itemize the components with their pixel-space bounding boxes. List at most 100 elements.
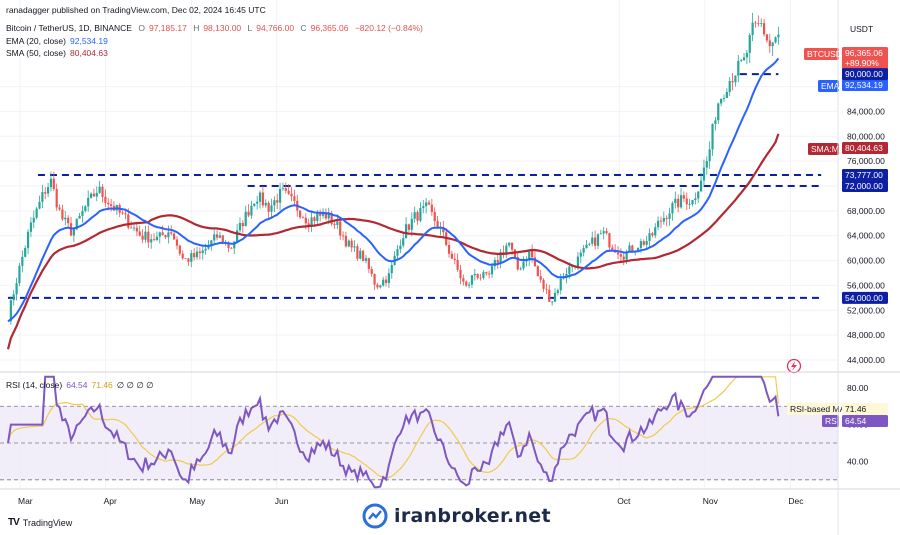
- candle: [467, 281, 471, 289]
- candle: [353, 240, 356, 252]
- candle: [215, 230, 219, 241]
- ema-value-tag-text: 92,534.19: [845, 80, 883, 90]
- sma-value-tag: 80,404.63: [842, 142, 888, 154]
- candle: [777, 26, 780, 45]
- candle: [49, 171, 53, 192]
- candle: [616, 246, 620, 260]
- candle: [190, 249, 193, 268]
- candle: [341, 231, 345, 241]
- time-tick-label: Jun: [275, 496, 289, 506]
- candle: [344, 231, 348, 248]
- price-tick-label: 52,000.00: [847, 305, 885, 315]
- time-axis[interactable]: Mar Apr May Jun Oct Nov Dec: [18, 496, 804, 506]
- candle: [754, 20, 757, 28]
- candle: [407, 223, 411, 233]
- candle: [198, 247, 201, 260]
- candle: [551, 301, 554, 306]
- ema-name-tag-text: EMA: [821, 81, 840, 91]
- rsi-line: [7, 375, 780, 489]
- sma-name-tag-text: SMA:MA: [811, 144, 845, 154]
- candle: [319, 209, 322, 222]
- ohlc-change: −820.12 (−0.84%): [354, 23, 423, 33]
- candle: [519, 266, 522, 271]
- rsi-value-tag: 64.54: [842, 415, 888, 427]
- candle: [195, 246, 199, 260]
- candle: [734, 75, 737, 87]
- tradingview-logo[interactable]: TV TradingView: [8, 517, 72, 528]
- candle: [648, 228, 651, 248]
- candle: [26, 229, 30, 255]
- support-resistance-levels: [8, 73, 822, 299]
- candle: [542, 278, 545, 293]
- candle: [762, 18, 766, 37]
- candle: [41, 184, 44, 209]
- candle: [622, 251, 625, 266]
- candle: [290, 187, 293, 202]
- candle: [158, 231, 161, 244]
- candle: [241, 220, 244, 233]
- ohlc-l-label: L: [247, 23, 253, 33]
- candle: [436, 216, 439, 229]
- rsi-ma-name-tag-text: RSI-based MA: [790, 404, 846, 414]
- candle: [256, 195, 259, 210]
- last-price-tag-text: 96,365.06: [845, 48, 883, 58]
- ema-legend[interactable]: EMA (20, close) 92,534.19: [6, 36, 112, 46]
- candle: [688, 198, 691, 209]
- price-tick-label: 84,000.00: [847, 106, 885, 116]
- candle: [18, 262, 21, 287]
- candle: [711, 123, 714, 156]
- candle: [175, 236, 179, 250]
- price-tick-label: 60,000.00: [847, 256, 885, 266]
- candle: [35, 207, 38, 220]
- candle: [742, 53, 746, 61]
- candle: [58, 204, 61, 211]
- candles[interactable]: [9, 12, 780, 325]
- candle: [253, 203, 256, 208]
- level-tag: 73,777.00: [842, 168, 888, 181]
- ema-legend-value: 92,534.19: [70, 36, 108, 46]
- candle: [548, 284, 551, 302]
- rsi-legend[interactable]: RSI (14, close) 64.54 71.46 ∅ ∅ ∅ ∅: [6, 380, 157, 391]
- rsi-tick-label: 80.00: [847, 383, 869, 393]
- candle: [87, 190, 90, 212]
- price-tick-label: 80,000.00: [847, 131, 885, 141]
- candle: [373, 273, 376, 290]
- candle: [161, 225, 164, 236]
- level-tag: 72,000.00: [842, 180, 888, 192]
- candle: [659, 216, 663, 229]
- candle: [46, 182, 50, 198]
- candle: [278, 182, 282, 211]
- candle: [61, 204, 64, 222]
- candle: [404, 217, 408, 239]
- candle: [608, 232, 611, 252]
- candle: [714, 116, 717, 131]
- candle: [422, 199, 425, 214]
- candle: [258, 190, 262, 209]
- candle: [164, 234, 167, 240]
- sma-legend-value: 80,404.63: [70, 48, 108, 58]
- candle: [173, 232, 176, 240]
- candle: [427, 200, 431, 205]
- candle: [717, 102, 720, 125]
- candle: [685, 192, 688, 211]
- candle: [230, 247, 233, 249]
- candle: [270, 198, 273, 217]
- candle: [453, 252, 456, 265]
- rsi-tick-label: 40.00: [847, 456, 869, 466]
- level-tag-text: 72,000.00: [845, 181, 883, 191]
- candle: [699, 173, 703, 192]
- price-tick-label: 76,000.00: [847, 156, 885, 166]
- candle: [121, 210, 124, 215]
- candle: [605, 227, 608, 235]
- symbol-name[interactable]: Bitcoin / TetherUS, 1D, BINANCE: [6, 23, 132, 33]
- candle: [516, 252, 519, 271]
- candle: [654, 223, 657, 239]
- candle: [499, 248, 502, 269]
- symbol-header: Bitcoin / TetherUS, 1D, BINANCE O 97,185.…: [6, 23, 427, 33]
- sma-legend[interactable]: SMA (50, close) 80,404.63: [6, 48, 112, 58]
- sma-value-tag-text: 80,404.63: [845, 143, 883, 153]
- publish-credit: ranadagger published on TradingView.com,…: [6, 5, 266, 15]
- candle: [768, 33, 771, 54]
- candle: [384, 275, 388, 287]
